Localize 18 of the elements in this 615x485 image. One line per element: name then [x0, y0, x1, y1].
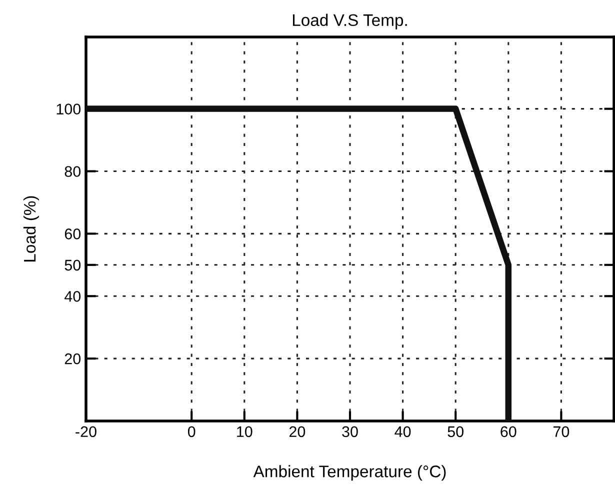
y-tick-label: 60: [64, 228, 81, 240]
x-axis-title: Ambient Temperature (°C): [253, 465, 446, 481]
x-tick-label: -20: [76, 426, 96, 438]
x-tick-label: 70: [553, 426, 570, 438]
x-tick-label: 40: [394, 426, 411, 438]
x-tick-label: 60: [500, 426, 516, 438]
x-tick-label: 30: [342, 426, 358, 438]
x-tick-label: 50: [448, 426, 464, 438]
x-tick-label: 20: [289, 426, 306, 438]
x-tick-label: 0: [188, 426, 196, 438]
y-tick-label: 80: [64, 166, 81, 177]
y-axis-title: Load (%): [23, 196, 39, 262]
y-tick-label: 40: [64, 290, 81, 302]
chart-title: Load V.S Temp.: [292, 14, 407, 30]
y-tick-label: 50: [64, 260, 81, 271]
y-tick-label: 20: [64, 353, 81, 364]
y-tick-label: 100: [56, 104, 81, 114]
x-tick-label: 10: [237, 426, 252, 438]
